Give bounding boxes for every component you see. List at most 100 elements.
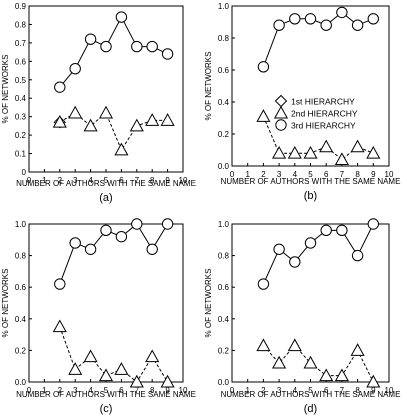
x-tick-label: 1 bbox=[42, 386, 47, 395]
circle-data-point bbox=[367, 218, 379, 230]
y-tick-label: 0.8 bbox=[218, 34, 230, 43]
y-tick-label: 1.0 bbox=[218, 220, 230, 229]
x-tick-label: 4 bbox=[88, 176, 93, 185]
triangle-data-point bbox=[287, 145, 302, 159]
x-axis-title: NUMBER OF AUTHORS WITH THE SAME NAME bbox=[221, 177, 401, 186]
x-axis-title: NUMBER OF AUTHORS WITH THE SAME NAME bbox=[16, 390, 196, 399]
circle-data-point bbox=[304, 237, 317, 249]
x-tick-label: 6 bbox=[119, 176, 124, 185]
x-tick-label: 4 bbox=[293, 386, 298, 395]
y-tick-label: 0.8 bbox=[218, 252, 230, 261]
triangle-data-point bbox=[114, 362, 129, 375]
x-tick-label: 3 bbox=[277, 386, 282, 395]
triangle-data-point bbox=[334, 152, 349, 166]
circle-data-point bbox=[146, 40, 158, 53]
circle-data-point bbox=[54, 278, 66, 290]
triangle-data-point bbox=[366, 145, 381, 159]
circle-data-point bbox=[100, 224, 112, 237]
y-tick-label: 0.4 bbox=[15, 315, 27, 324]
x-tick-label: 5 bbox=[104, 176, 109, 185]
x-tick-label: 10 bbox=[385, 170, 394, 179]
y-tick-label: 0.8 bbox=[15, 20, 27, 29]
chart-panel-2: 0 1 2 3 4 5 6 7 8 9 10 0.0 0.2 0.4 0.6 0.8 1.0 NUMBER OF … bbox=[204, 2, 400, 202]
x-tick-label: 0 bbox=[230, 386, 235, 395]
panel-label: (a) bbox=[99, 192, 112, 204]
y-tick-label: 0.3 bbox=[15, 113, 27, 122]
triangle-data-point bbox=[160, 374, 175, 388]
legend-label: 1st HIERARCHY bbox=[291, 97, 355, 107]
triangle-data-point bbox=[83, 118, 98, 132]
circle-data-point bbox=[351, 249, 364, 262]
triangle-data-point bbox=[52, 319, 67, 333]
legend-diamond-marker bbox=[274, 94, 288, 108]
circle-data-point bbox=[161, 48, 174, 60]
x-tick-label: 4 bbox=[88, 386, 93, 395]
circle-data-point bbox=[131, 40, 143, 53]
x-tick-label: 8 bbox=[150, 386, 155, 395]
x-tick-label: 4 bbox=[293, 170, 298, 179]
triangle-data-point bbox=[52, 114, 67, 128]
y-tick-label: 1.0 bbox=[15, 220, 27, 229]
x-tick-label: 8 bbox=[150, 176, 155, 185]
circle-data-point bbox=[84, 243, 97, 255]
triangle-data-point bbox=[366, 374, 381, 388]
panel-label: (c) bbox=[100, 403, 113, 415]
plot-frame bbox=[231, 5, 390, 167]
triangle-data-point bbox=[319, 139, 334, 153]
triangle-data-point bbox=[272, 145, 287, 159]
y-tick-label: 0.6 bbox=[15, 283, 27, 292]
x-tick-label: 0 bbox=[27, 386, 32, 395]
y-axis-title: % OF NETWORKS bbox=[1, 55, 10, 124]
y-tick-label: 0.6 bbox=[218, 66, 230, 75]
triangle-data-point bbox=[145, 113, 160, 126]
x-tick-label: 2 bbox=[58, 176, 63, 185]
triangle-data-point bbox=[129, 118, 144, 132]
y-tick-label: 0.0 bbox=[218, 162, 230, 171]
legend-circle-marker bbox=[275, 119, 287, 131]
circle-data-point bbox=[336, 224, 348, 237]
triangle-data-point bbox=[145, 349, 160, 363]
triangle-data-point bbox=[98, 368, 114, 382]
panel-label: (b) bbox=[304, 190, 317, 202]
legend-label: 2nd HIERARCHY bbox=[291, 109, 358, 119]
triangle-data-point bbox=[256, 338, 271, 352]
circle-data-point bbox=[69, 237, 81, 249]
x-tick-label: 3 bbox=[73, 386, 78, 395]
circle-data-point bbox=[351, 19, 364, 31]
x-tick-label: 6 bbox=[324, 386, 329, 395]
circle-data-point bbox=[257, 61, 270, 73]
x-axis-title: NUMBER OF AUTHORS WITH THE SAME NAME bbox=[16, 179, 196, 188]
circle-data-point bbox=[131, 218, 143, 230]
y-tick-label: 0.5 bbox=[15, 76, 27, 85]
circle-data-point bbox=[320, 19, 332, 31]
y-axis-title: % OF NETWORKS bbox=[1, 269, 10, 338]
y-tick-label: 0.4 bbox=[218, 315, 230, 324]
x-tick-label: 9 bbox=[371, 170, 376, 179]
x-tick-label: 10 bbox=[179, 176, 188, 185]
y-tick-label: 0.0 bbox=[15, 378, 27, 387]
circle-data-point bbox=[289, 256, 301, 268]
x-tick-label: 0 bbox=[27, 176, 32, 185]
triangle-data-point bbox=[98, 105, 114, 119]
triangle-data-point bbox=[303, 355, 318, 369]
triangle-data-point bbox=[160, 113, 175, 126]
chart-panel-1: 0 1 2 3 4 5 6 7 8 9 10 0 0.1 0.2 0.3 0.4 0.5 0.6 0.7 0.8 0.9… bbox=[1, 2, 196, 204]
x-tick-label: 3 bbox=[277, 170, 282, 179]
x-tick-label: 6 bbox=[119, 386, 124, 395]
y-tick-label: 0.7 bbox=[15, 39, 27, 48]
triangle-data-point bbox=[256, 109, 271, 122]
y-tick-label: 0.9 bbox=[15, 2, 27, 11]
x-tick-label: 3 bbox=[73, 176, 78, 185]
x-tick-label: 7 bbox=[135, 176, 140, 185]
chart-panel-3: 0 1 2 3 4 5 6 7 8 9 10 0.0 0.2 0.4 0.6 0.8 1.0 NUMBER OF … bbox=[1, 218, 196, 415]
circle-data-point bbox=[161, 218, 174, 230]
x-tick-label: 8 bbox=[355, 170, 360, 179]
circle-data-point bbox=[273, 243, 285, 255]
x-tick-label: 7 bbox=[340, 386, 345, 395]
y-tick-label: 0.2 bbox=[15, 131, 27, 140]
plot-frame bbox=[28, 5, 184, 173]
circle-data-point bbox=[336, 6, 348, 19]
y-axis-title: % OF NETWORKS bbox=[204, 52, 213, 121]
triangle-data-point bbox=[68, 105, 83, 119]
